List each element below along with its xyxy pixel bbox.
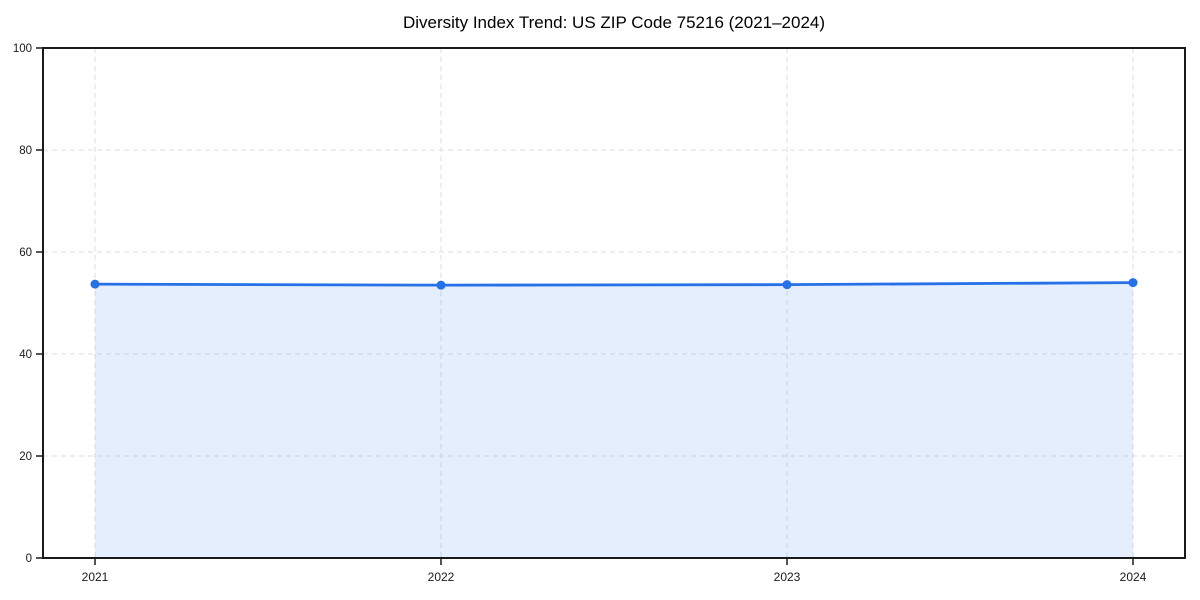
y-tick-label: 100 bbox=[13, 43, 32, 55]
data-point-marker-2022 bbox=[436, 280, 446, 290]
trend-line bbox=[93, 281, 1135, 287]
data-point-marker-2024 bbox=[1128, 278, 1138, 288]
y-tick-label: 20 bbox=[19, 451, 32, 463]
y-tick-label: 60 bbox=[19, 247, 32, 259]
x-tick-label: 2021 bbox=[82, 570, 109, 584]
x-tick-label: 2024 bbox=[1120, 570, 1147, 584]
y-tick-label: 40 bbox=[19, 349, 32, 361]
area-fill bbox=[95, 282, 1133, 558]
chart-title: Diversity Index Trend: US ZIP Code 75216… bbox=[403, 13, 825, 32]
y-tick-label: 0 bbox=[26, 553, 32, 565]
data-point-marker-2023 bbox=[782, 280, 792, 290]
x-tick-label: 2023 bbox=[774, 570, 801, 584]
chart-layers: 2021 2022 2023 2024 0 20 40 60 80 100 bbox=[13, 43, 1186, 584]
y-tick-label: 80 bbox=[19, 145, 32, 157]
x-tick-label: 2022 bbox=[428, 570, 455, 584]
data-point-marker-2021 bbox=[90, 279, 100, 289]
plot-border bbox=[42, 47, 1186, 559]
